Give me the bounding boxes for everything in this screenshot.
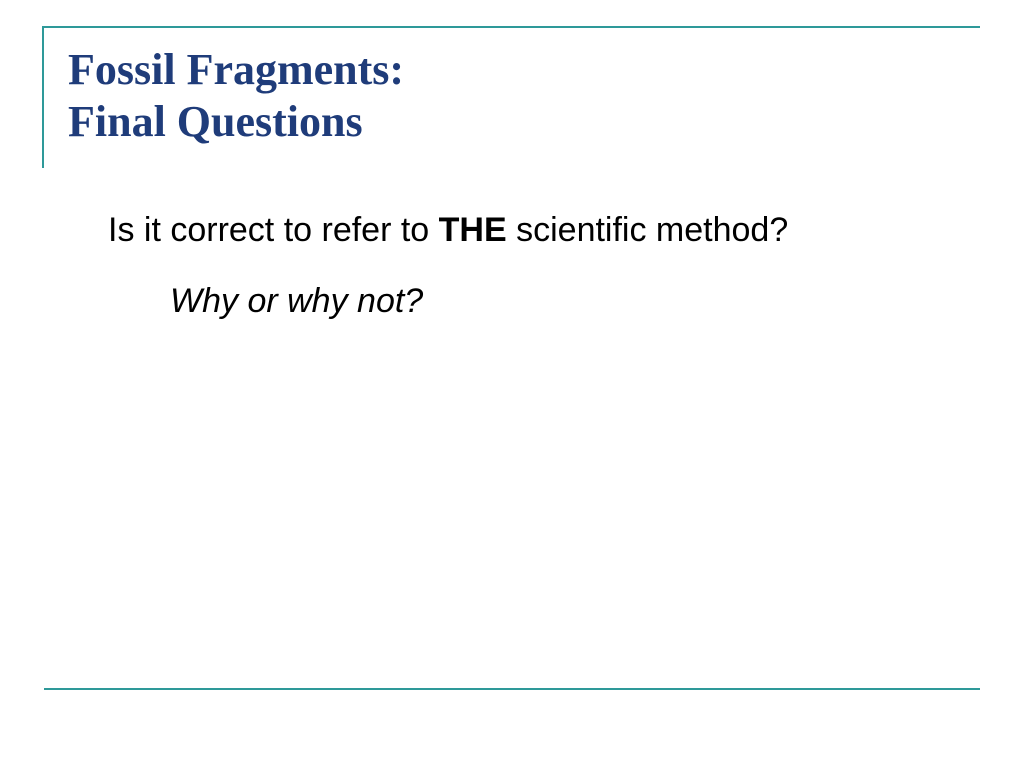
question-emphasis: THE: [439, 211, 507, 249]
slide-title: Fossil Fragments: Final Questions: [68, 44, 404, 148]
title-line-1: Fossil Fragments:: [68, 44, 404, 96]
bottom-divider: [44, 688, 980, 690]
question-prefix: Is it correct to refer to: [108, 211, 439, 249]
question-text: Is it correct to refer to THE scientific…: [108, 208, 964, 252]
followup-text: Why or why not?: [170, 282, 964, 321]
title-line-2: Final Questions: [68, 96, 404, 148]
slide-body: Is it correct to refer to THE scientific…: [108, 208, 964, 321]
question-suffix: scientific method?: [507, 211, 789, 249]
